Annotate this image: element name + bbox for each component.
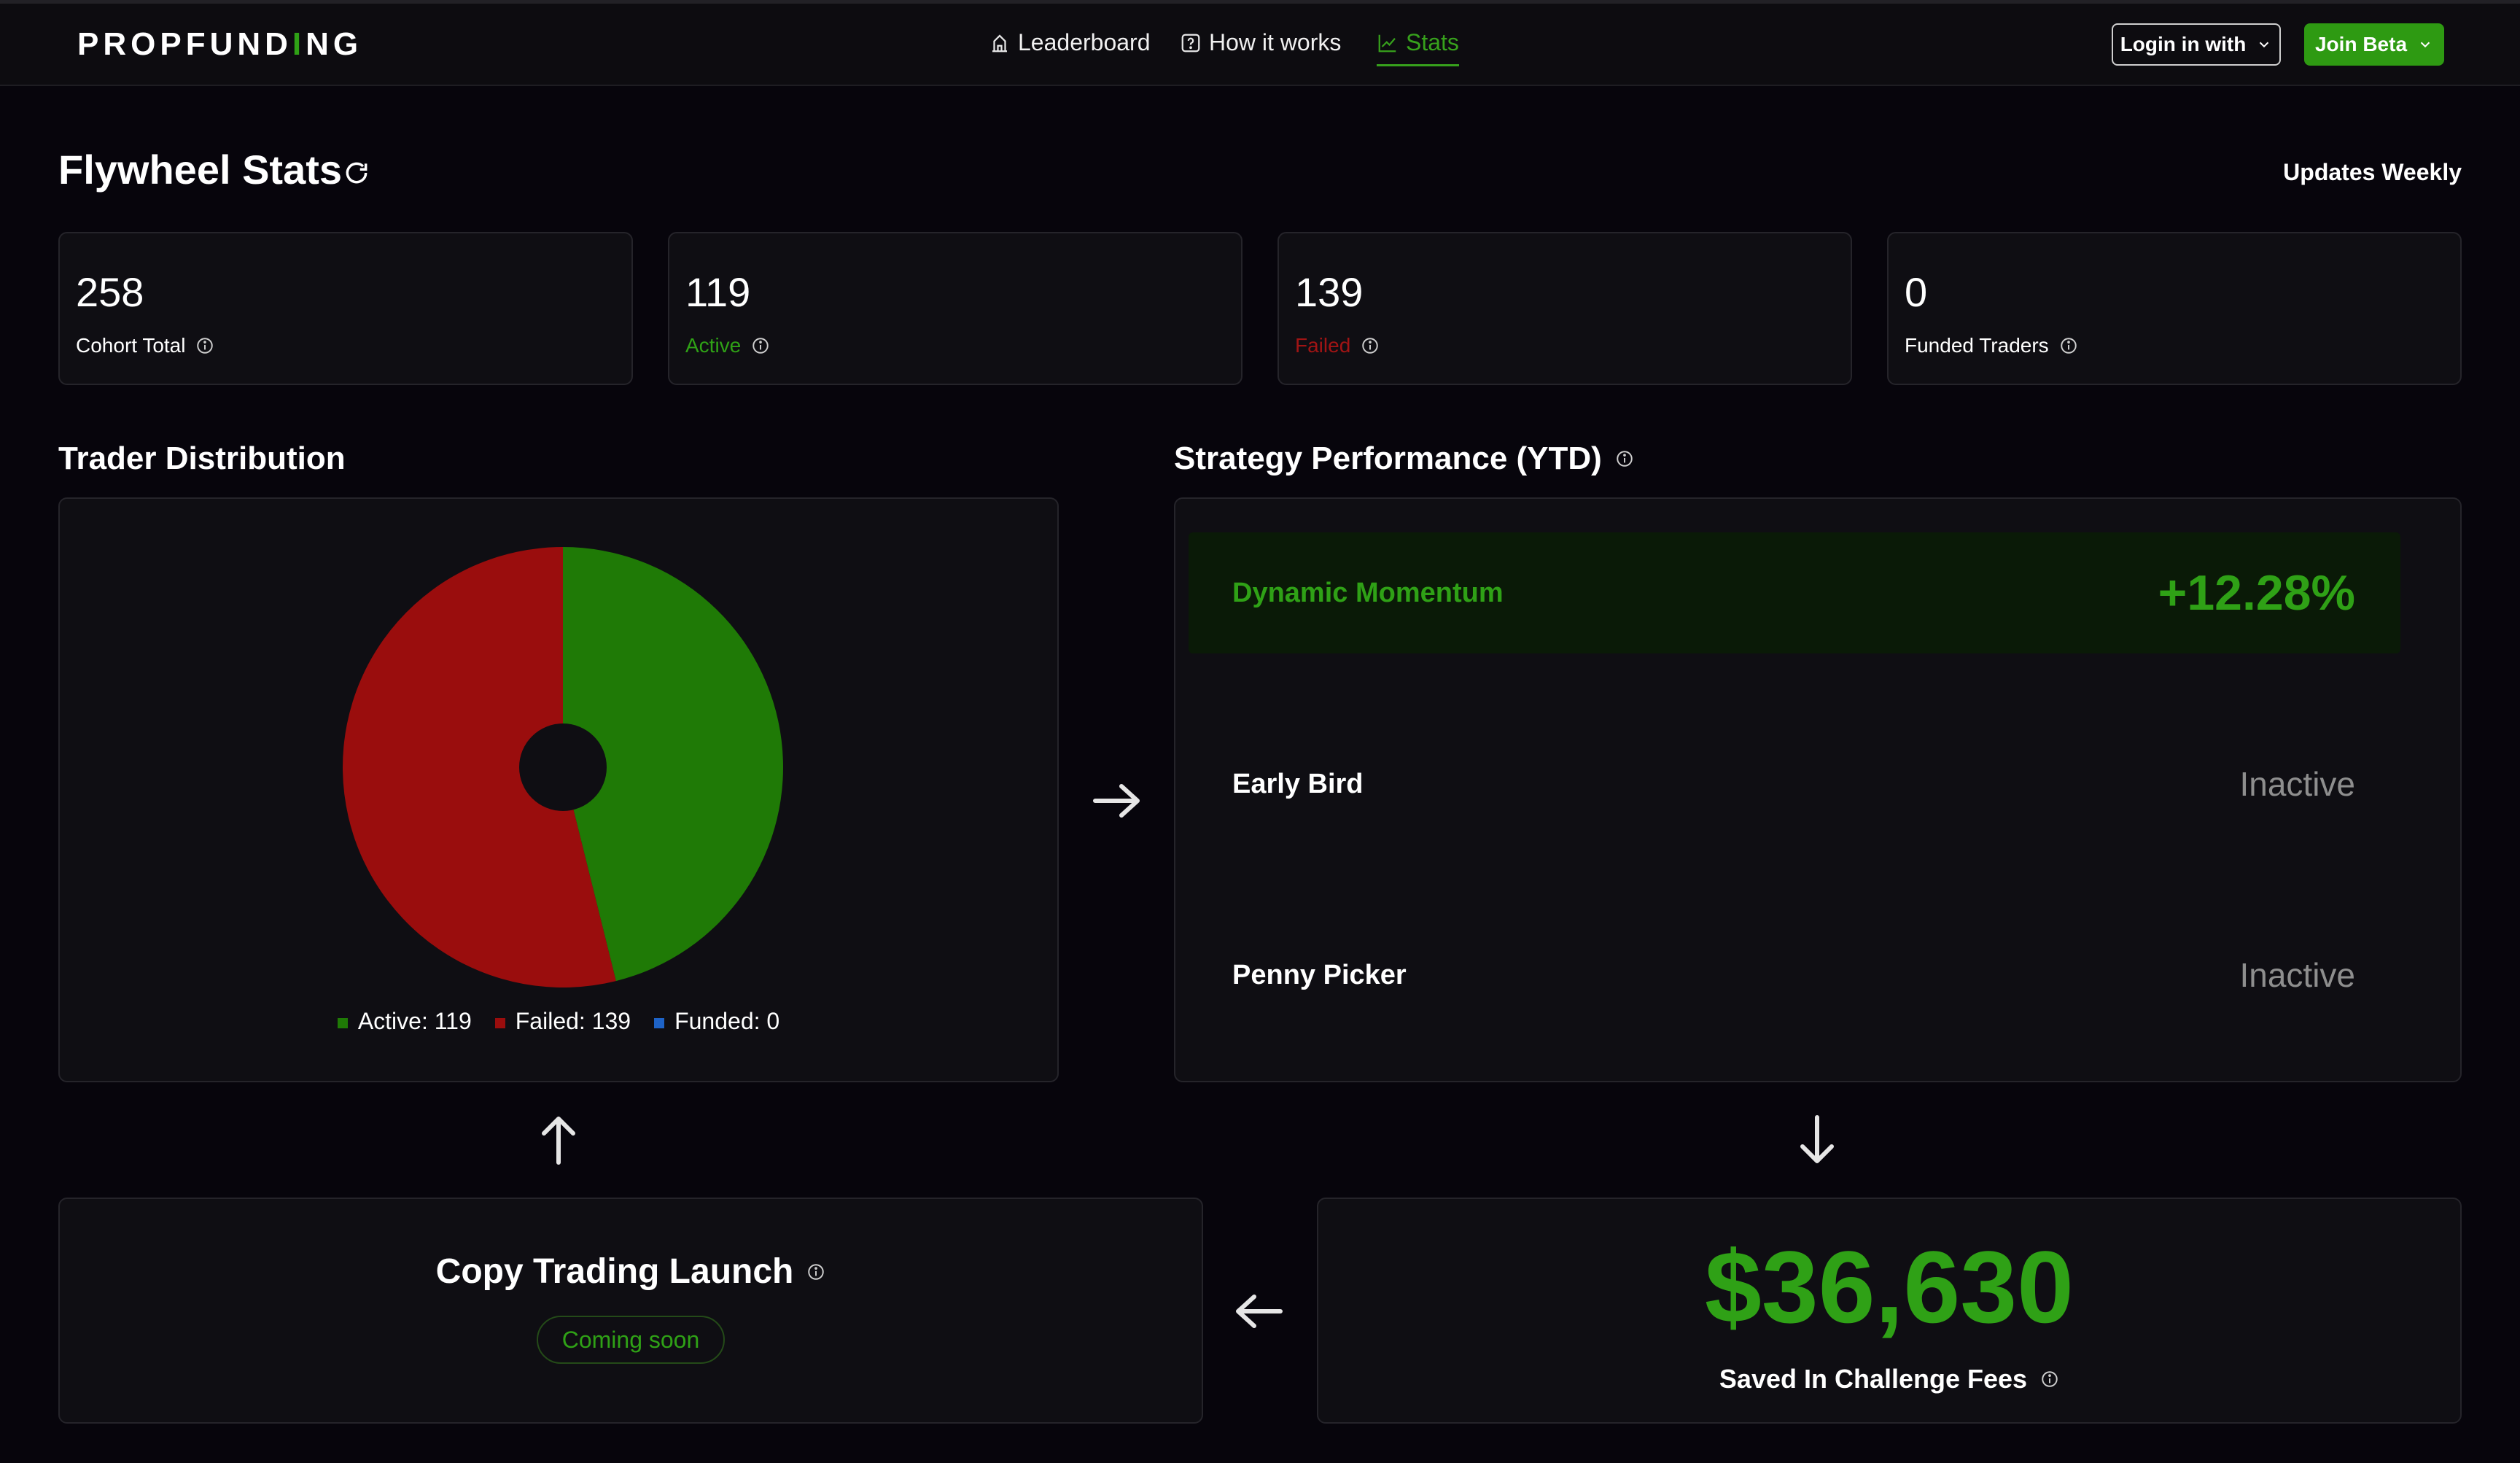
info-icon[interactable] xyxy=(806,1262,825,1281)
strategy-row-early-bird: Early Bird Inactive xyxy=(1189,723,2400,845)
arrow-up-icon xyxy=(538,1114,579,1165)
trader-distribution-title-text: Trader Distribution xyxy=(58,441,346,476)
coming-soon-badge: Coming soon xyxy=(537,1316,725,1364)
trader-distribution-pie-chart xyxy=(342,547,783,987)
strategy-value: Inactive xyxy=(2239,765,2355,803)
pie-slice-failed[interactable] xyxy=(342,547,616,987)
stat-card-failed: 139 Failed xyxy=(1278,232,1852,385)
nav-how-it-works-label: How it works xyxy=(1209,29,1342,55)
join-beta-label: Join Beta xyxy=(2314,33,2408,55)
copy-trading-title-text: Copy Trading Launch xyxy=(435,1252,794,1291)
legend-funded: Funded: 0 xyxy=(654,1008,779,1035)
chevron-down-icon xyxy=(2260,42,2269,48)
legend-active: Active: 119 xyxy=(337,1008,472,1035)
nav-leaderboard-label: Leaderboard xyxy=(1018,29,1151,55)
question-icon xyxy=(1181,34,1200,52)
stat-card-funded: 0 Funded Traders xyxy=(1887,232,2462,385)
funded-label-row: Funded Traders xyxy=(1905,334,2078,357)
legend-failed: Failed: 139 xyxy=(494,1008,631,1035)
login-button[interactable]: Login in with xyxy=(2112,23,2281,66)
join-beta-button[interactable]: Join Beta xyxy=(2304,23,2444,66)
strategy-name: Penny Picker xyxy=(1232,959,1407,990)
pie-legend: Active: 119 Failed: 139 Funded: 0 xyxy=(58,1008,1059,1035)
legend-active-label: Active: 119 xyxy=(357,1008,472,1034)
info-icon[interactable] xyxy=(1615,449,1634,468)
legend-swatch-failed xyxy=(494,1017,505,1028)
strategy-name: Dynamic Momentum xyxy=(1232,577,1504,608)
top-navbar: PROPFUNDING Leaderboard How it works Sta… xyxy=(0,0,2520,86)
strategy-row-dynamic-momentum: Dynamic Momentum +12.28% xyxy=(1189,532,2400,653)
trader-distribution-title: Trader Distribution xyxy=(58,441,346,477)
active-label-row: Active xyxy=(685,334,770,357)
savings-amount: $36,630 xyxy=(1704,1230,2074,1344)
legend-swatch-funded xyxy=(654,1017,665,1028)
failed-value: 139 xyxy=(1295,269,1364,315)
trader-distribution-card xyxy=(58,497,1059,1082)
nav-leaderboard[interactable]: Leaderboard xyxy=(989,29,1150,56)
stat-card-cohort: 258 Cohort Total xyxy=(58,232,633,385)
nav-stats[interactable]: Stats xyxy=(1377,29,1459,66)
savings-label-row: Saved In Challenge Fees xyxy=(1317,1364,2462,1394)
legend-failed-label: Failed: 139 xyxy=(515,1008,631,1034)
nav-stats-label: Stats xyxy=(1406,29,1459,55)
strategy-performance-title-text: Strategy Performance (YTD) xyxy=(1174,441,1602,476)
logo[interactable]: PROPFUNDING xyxy=(77,26,362,63)
chart-icon xyxy=(1378,34,1396,52)
info-icon[interactable] xyxy=(1361,336,1380,355)
funded-value: 0 xyxy=(1905,269,1928,315)
stat-card-active: 119 Active xyxy=(668,232,1242,385)
failed-label-row: Failed xyxy=(1295,334,1380,357)
logo-text-left: PROPFUND xyxy=(77,26,292,62)
pie-center-hole xyxy=(519,723,607,811)
cohort-total-label-row: Cohort Total xyxy=(76,334,214,357)
pie-slice-active[interactable] xyxy=(563,547,783,982)
page-title: Flywheel Stats xyxy=(58,147,343,193)
chevron-down-icon xyxy=(2420,42,2430,48)
refresh-icon[interactable] xyxy=(343,159,370,187)
info-icon[interactable] xyxy=(2040,1370,2059,1389)
cohort-total-label: Cohort Total xyxy=(76,334,186,357)
arrow-left-icon xyxy=(1234,1289,1283,1333)
logo-text-right: NG xyxy=(306,26,363,62)
active-value: 119 xyxy=(685,269,751,315)
copy-trading-title: Copy Trading Launch xyxy=(58,1251,1203,1292)
savings-label: Saved In Challenge Fees xyxy=(1719,1364,2028,1394)
strategy-name: Early Bird xyxy=(1232,768,1364,799)
failed-label: Failed xyxy=(1295,334,1351,357)
leaderboard-icon xyxy=(992,34,1007,52)
nav-how-it-works[interactable]: How it works xyxy=(1180,29,1341,56)
updates-weekly-label: Updates Weekly xyxy=(2283,159,2462,185)
savings-card xyxy=(1317,1198,2462,1424)
cohort-total-value: 258 xyxy=(76,269,144,315)
legend-swatch-active xyxy=(337,1017,348,1028)
funded-label: Funded Traders xyxy=(1905,334,2049,357)
strategy-value: Inactive xyxy=(2239,956,2355,994)
active-label: Active xyxy=(685,334,742,357)
info-icon[interactable] xyxy=(751,336,770,355)
strategy-value: +12.28% xyxy=(2158,565,2355,621)
active-tab-underline xyxy=(1377,64,1459,66)
copy-trading-card xyxy=(58,1198,1203,1424)
logo-text-accent: I xyxy=(292,26,306,62)
legend-funded-label: Funded: 0 xyxy=(674,1008,780,1034)
strategy-performance-title: Strategy Performance (YTD) xyxy=(1174,441,1634,477)
info-icon[interactable] xyxy=(2059,336,2078,355)
info-icon[interactable] xyxy=(195,336,214,355)
top-divider xyxy=(0,0,2520,4)
strategy-row-penny-picker: Penny Picker Inactive xyxy=(1189,915,2400,1036)
login-button-label: Login in with xyxy=(2120,33,2247,55)
arrow-down-icon xyxy=(1797,1114,1838,1165)
arrow-right-icon xyxy=(1092,779,1142,823)
